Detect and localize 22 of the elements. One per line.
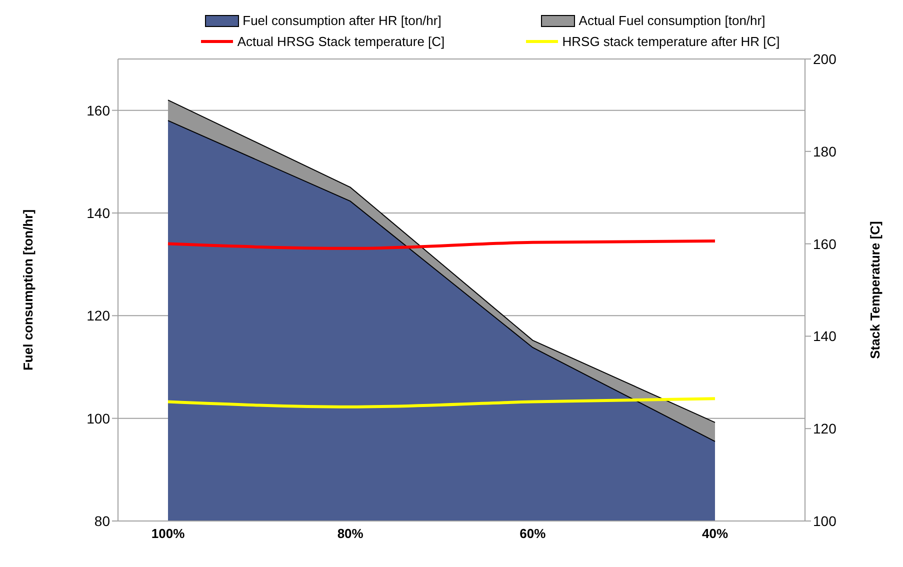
y2-tick-label: 140 <box>813 328 837 344</box>
line-series <box>166 240 716 250</box>
y2-tick-label: 160 <box>813 236 837 252</box>
x-tick-label: 100% <box>151 526 186 542</box>
y2-tick-label: 200 <box>813 50 837 67</box>
legend-label: Actual Fuel consumption [ton/hr] <box>578 13 766 28</box>
y-tick-label: 120 <box>86 308 110 324</box>
legend-label: Actual HRSG Stack temperature [C] <box>237 34 445 49</box>
y2-tick-label: 120 <box>813 420 837 437</box>
y2-tick-label: 100 <box>813 512 837 529</box>
y2-axis-title: Stack Temperature [C] <box>868 221 883 359</box>
y-tick-label: 100 <box>86 410 110 426</box>
x-tick-label: 60% <box>520 526 546 542</box>
y2-tick-label: 180 <box>813 143 837 160</box>
legend-label: HRSG stack temperature after HR [C] <box>562 34 780 49</box>
x-tick-label: 80% <box>337 526 364 542</box>
y-tick-label: 140 <box>86 204 110 221</box>
x-tick-label: 40% <box>702 526 728 542</box>
y-tick-label: 80 <box>94 512 110 529</box>
y-tick-label: 160 <box>86 102 110 118</box>
legend-label: Fuel consumption after HR [ton/hr] <box>242 13 442 28</box>
y-axis-title: Fuel consumption [ton/hr] <box>20 209 36 371</box>
